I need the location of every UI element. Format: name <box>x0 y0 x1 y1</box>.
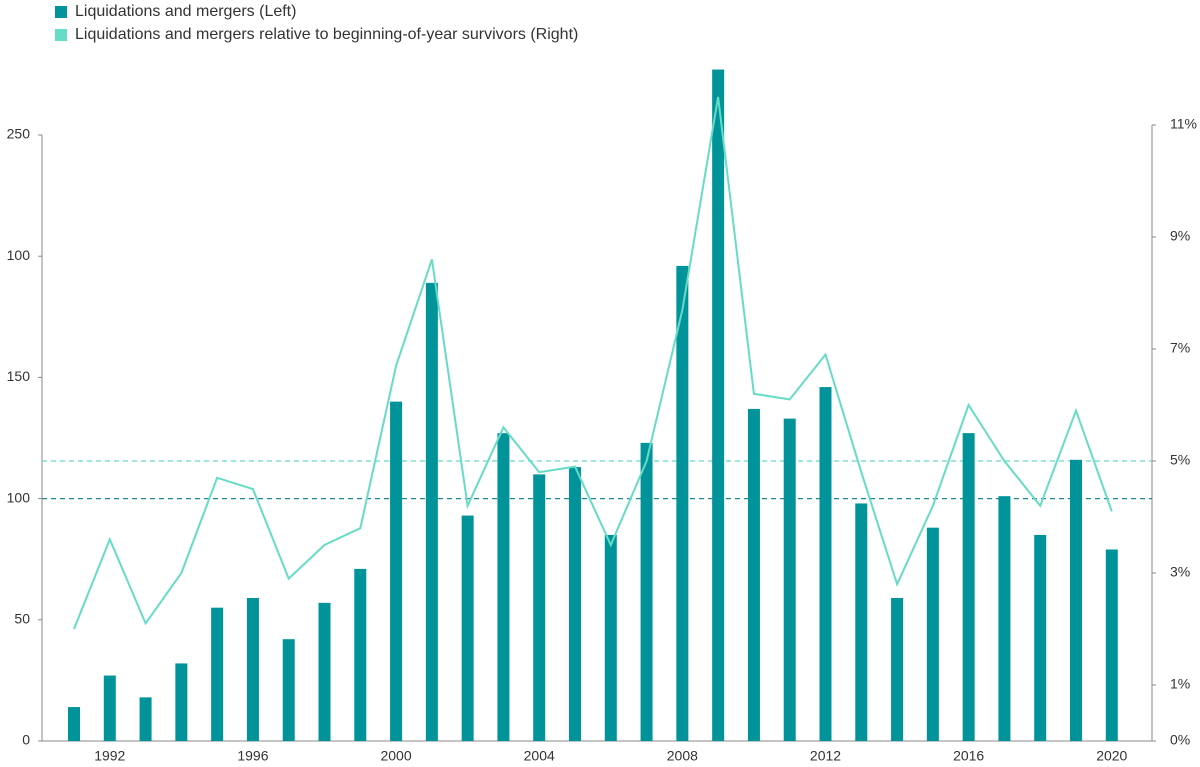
bar <box>390 401 403 741</box>
bar <box>640 442 653 741</box>
y-tick-label: 150 <box>7 368 31 384</box>
y-tick-label: 50 <box>14 611 30 627</box>
bar <box>569 467 581 741</box>
legend-label: Liquidations and mergers relative to beg… <box>75 26 578 43</box>
bar <box>354 568 367 741</box>
bar <box>1034 534 1047 741</box>
y2-tick-label: 9% <box>1170 228 1190 244</box>
x-tick-label: 1992 <box>94 748 125 764</box>
bar <box>962 433 975 741</box>
legend-swatch <box>55 6 67 18</box>
bar <box>712 69 725 741</box>
bar <box>819 387 832 741</box>
bar <box>1070 459 1082 741</box>
bar <box>139 697 152 741</box>
x-tick-label: 2012 <box>810 748 841 764</box>
y-tick-label: 250 <box>7 126 31 142</box>
y2-tick-label: 5% <box>1170 452 1190 468</box>
bar <box>604 534 617 741</box>
bar <box>211 607 224 741</box>
bar <box>533 474 546 741</box>
y2-tick-label: 7% <box>1170 340 1190 356</box>
bar <box>891 597 904 741</box>
bar <box>998 496 1011 741</box>
y-tick-label: 100 <box>7 489 31 505</box>
y2-tick-label: 11% <box>1170 116 1197 132</box>
legend: Liquidations and mergers (Left) Liquidati… <box>55 3 578 43</box>
bar <box>926 527 939 741</box>
bar <box>783 418 796 741</box>
bar <box>68 707 80 741</box>
bar <box>103 675 116 741</box>
y-tick-label: 0 <box>22 732 30 748</box>
line <box>73 96 1113 630</box>
bar <box>1105 549 1118 741</box>
legend-swatch <box>55 29 67 41</box>
bar <box>246 597 259 741</box>
y-tick-label: 100 <box>7 247 31 263</box>
x-tick-label: 2008 <box>667 748 698 764</box>
x-tick-label: 1996 <box>237 748 268 764</box>
x-tick-label: 2000 <box>380 748 411 764</box>
bar <box>461 515 474 741</box>
x-tick-label: 2016 <box>953 748 984 764</box>
bar <box>855 503 868 741</box>
x-tick-label: 2004 <box>524 748 555 764</box>
bar <box>282 639 295 741</box>
x-tick-label: 2020 <box>1096 748 1127 764</box>
bar <box>318 602 331 741</box>
y2-tick-label: 1% <box>1170 676 1190 692</box>
bar <box>676 265 689 741</box>
bar <box>425 282 438 741</box>
bar <box>175 663 188 741</box>
bar <box>747 408 760 741</box>
legend-label: Liquidations and mergers (Left) <box>75 3 296 20</box>
y2-tick-label: 3% <box>1170 564 1190 580</box>
y2-tick-label: 0% <box>1170 732 1190 748</box>
bar <box>497 433 510 741</box>
